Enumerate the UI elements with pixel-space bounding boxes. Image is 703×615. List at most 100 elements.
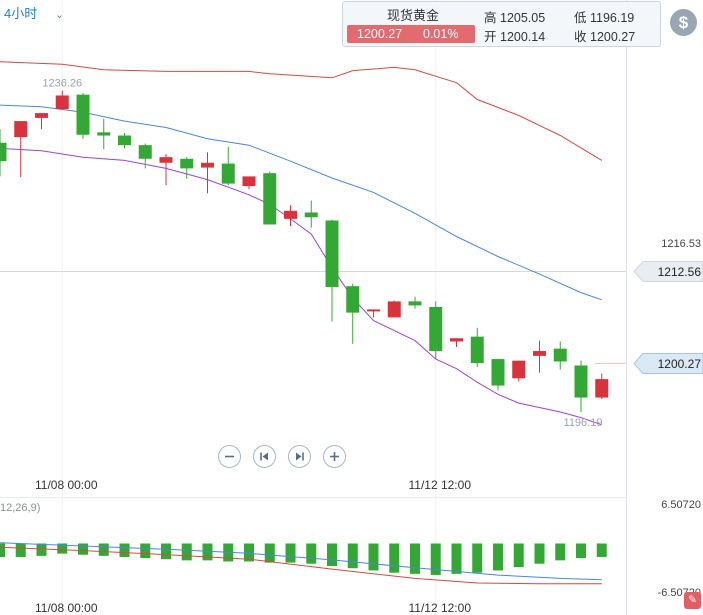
step-back-button[interactable] xyxy=(253,445,276,468)
settings-icon[interactable]: ✎ xyxy=(684,592,701,609)
candle-body xyxy=(221,163,235,184)
macd-bar xyxy=(244,543,254,562)
x-tick-label: 11/08 00:00 xyxy=(35,478,98,492)
low-stat: 低 1196.19 xyxy=(574,7,634,26)
candle xyxy=(367,309,380,318)
candle xyxy=(159,153,173,186)
macd-histogram xyxy=(0,543,607,575)
candle xyxy=(0,129,7,177)
macd-bar xyxy=(534,543,545,564)
macd-dif-line xyxy=(0,546,602,585)
macd-bar xyxy=(472,543,483,573)
macd-bar xyxy=(36,543,47,556)
macd-bar xyxy=(451,543,462,574)
step-back-icon xyxy=(260,452,268,461)
macd-bar xyxy=(430,543,441,575)
y-axis-label: 1216.53 xyxy=(661,238,701,250)
candle-body xyxy=(346,286,360,313)
price-tag-shape xyxy=(633,261,703,282)
candle-body xyxy=(553,348,567,362)
min-price-label: 1196.19 xyxy=(564,417,603,429)
candle xyxy=(450,338,463,348)
candle-body xyxy=(159,157,173,163)
step-forward-button[interactable] xyxy=(288,445,311,468)
candle-body xyxy=(14,121,28,138)
candle-body xyxy=(201,162,214,168)
macd-signal-line xyxy=(0,542,602,581)
period-selector[interactable]: 4小时 ⌄ xyxy=(4,3,64,22)
candle-body xyxy=(387,301,401,318)
candle-body xyxy=(180,158,194,169)
quote-panel: 现货黄金 1200.27 0.01% 高 1205.05 低 1196.19 开… xyxy=(342,1,661,47)
candle-body xyxy=(55,95,69,110)
x-tick-label: 11/12 12:00 xyxy=(408,601,471,615)
candle-body xyxy=(367,309,380,312)
candle-body xyxy=(97,132,111,136)
candle-body xyxy=(408,301,422,306)
price-tag-text: 1200.27 xyxy=(658,357,702,371)
high-value: 1205.05 xyxy=(500,11,546,25)
grid-lines xyxy=(0,0,627,615)
macd-bar xyxy=(57,543,68,554)
open-value: 1200.14 xyxy=(500,30,546,44)
macd-bar xyxy=(555,543,566,561)
candle xyxy=(408,296,422,309)
candle xyxy=(35,113,48,130)
close-stat: 收 1200.27 xyxy=(574,26,635,45)
macd-bar xyxy=(0,543,5,557)
macd-bar xyxy=(181,543,192,561)
candle-body xyxy=(470,336,484,364)
candle-body xyxy=(325,220,339,287)
candle xyxy=(325,219,339,322)
candle xyxy=(304,200,318,228)
band-middle-line xyxy=(0,104,602,301)
macd-bar xyxy=(389,543,400,573)
macd-bar xyxy=(596,543,607,557)
candle xyxy=(118,133,131,149)
macd-bar xyxy=(119,543,130,557)
candle xyxy=(429,301,443,360)
macd-bar xyxy=(410,543,420,574)
candle xyxy=(346,283,360,344)
candle xyxy=(14,121,28,178)
band-lower-line xyxy=(0,147,602,426)
candle-body xyxy=(35,113,48,118)
candle xyxy=(512,360,526,382)
candle xyxy=(553,341,567,370)
dollar-icon[interactable]: $ xyxy=(670,9,697,36)
indicator-label: 12,26,9) xyxy=(0,502,40,514)
macd-bar xyxy=(285,543,296,563)
candle xyxy=(470,327,484,368)
current-price: 1200.27 xyxy=(357,27,403,41)
price-tag-shape xyxy=(633,353,703,374)
x-tick-label: 11/12 12:00 xyxy=(408,478,471,492)
macd-bar xyxy=(576,543,586,559)
macd-bar xyxy=(15,543,26,557)
close-value: 1200.27 xyxy=(590,30,636,44)
candle xyxy=(76,93,90,139)
candle xyxy=(55,90,69,110)
macd-bar xyxy=(347,543,358,569)
candle-body xyxy=(533,351,546,356)
macd-bar xyxy=(98,543,109,556)
candle xyxy=(138,143,152,169)
x-tick-label: 11/08 00:00 xyxy=(35,601,98,615)
plus-circle-icon xyxy=(330,452,339,461)
candle-body xyxy=(76,94,90,135)
macd-bar xyxy=(202,543,213,561)
zoom-out-button[interactable] xyxy=(218,445,241,468)
chevron-down-icon: ⌄ xyxy=(54,9,65,21)
last-price-tag: 1200.27 xyxy=(633,353,703,374)
candle xyxy=(491,359,505,391)
minus-circle-icon xyxy=(225,455,234,458)
macd-bar xyxy=(368,543,379,571)
high-stat: 高 1205.05 xyxy=(484,7,545,26)
candle-body xyxy=(118,135,131,146)
max-price-label: 1236.26 xyxy=(42,78,82,90)
zoom-in-button[interactable] xyxy=(323,445,346,468)
candle-body xyxy=(429,306,443,352)
change-percent: 0.01% xyxy=(423,27,459,41)
candle-body xyxy=(0,142,7,162)
candle-body xyxy=(304,212,318,218)
